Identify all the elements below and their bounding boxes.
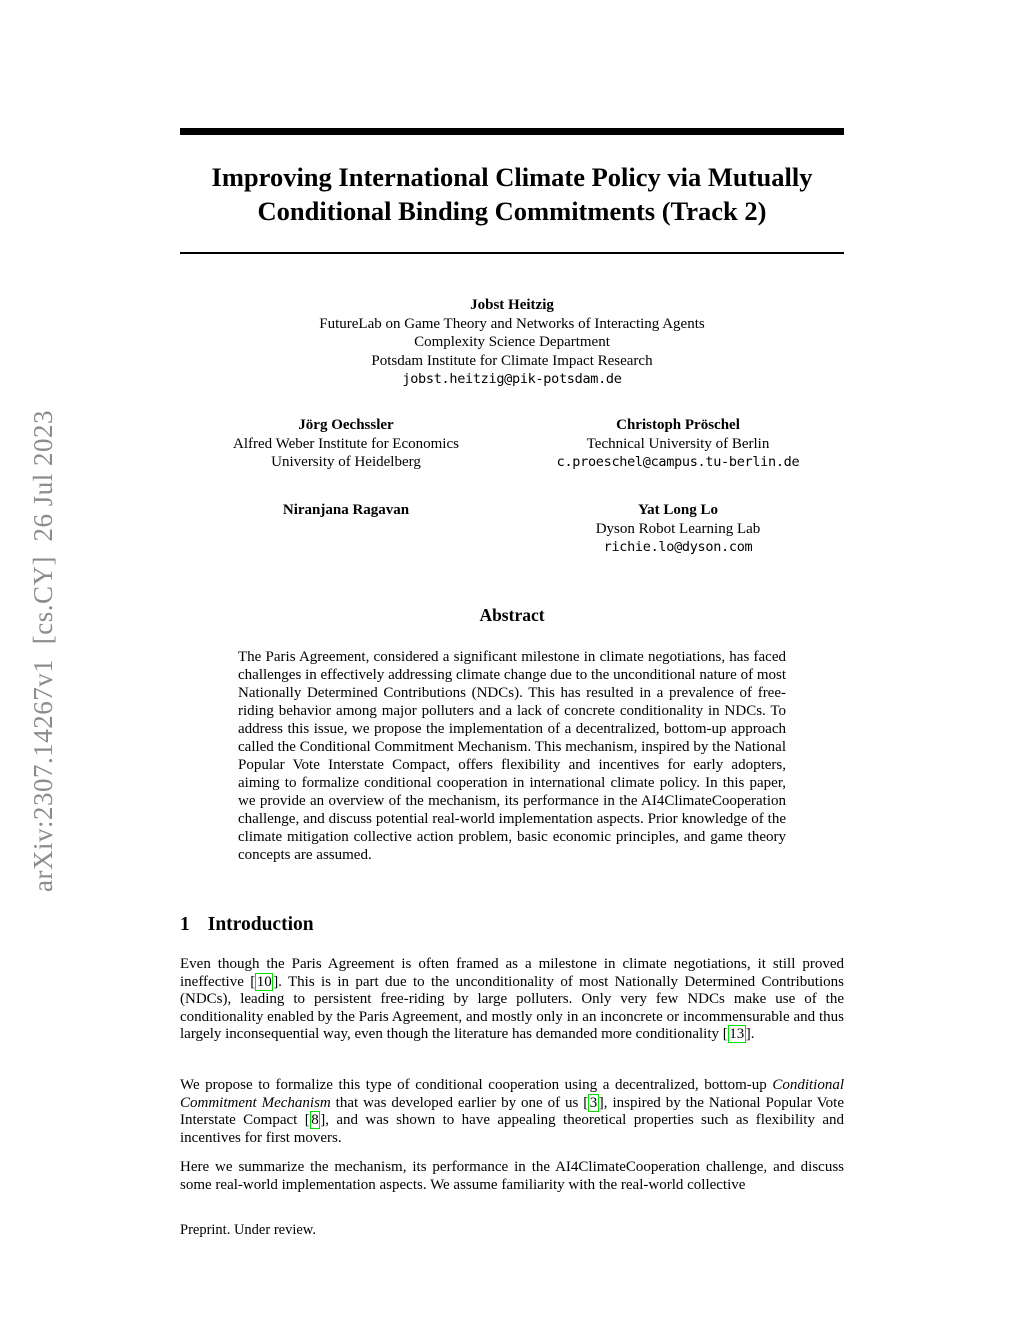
author-email: richie.lo@dyson.com bbox=[603, 539, 753, 556]
text-segment: Here we summarize the mechanism, its per… bbox=[180, 1159, 844, 1193]
author-block-jorg-oechssler: Jörg Oechssler Alfred Weber Institute fo… bbox=[180, 416, 512, 472]
abstract-heading: Abstract bbox=[479, 605, 545, 625]
author-affiliation: Complexity Science Department bbox=[414, 334, 610, 351]
text-segment: Even though the Paris Agreement is often… bbox=[180, 956, 844, 990]
author-affiliation: University of Heidelberg bbox=[271, 454, 421, 471]
author-name: Jobst Heitzig bbox=[470, 297, 554, 313]
citation-link[interactable]: 13 bbox=[727, 1025, 746, 1044]
authors-row-2: Jörg Oechssler Alfred Weber Institute fo… bbox=[180, 416, 844, 472]
text-segment: ], inspired by the National Popular Vote… bbox=[180, 1094, 844, 1129]
arxiv-identifier-watermark: arXiv:2307.14267v1 [cs.CY] 26 Jul 2023 bbox=[28, 410, 58, 892]
author-email: jobst.heitzig@pik-potsdam.de bbox=[402, 371, 622, 388]
author-affiliation: Alfred Weber Institute for Economics bbox=[233, 435, 459, 452]
title-bottom-rule bbox=[180, 252, 844, 254]
author-name: Christoph Pröschel bbox=[616, 417, 740, 433]
section-number: 1 bbox=[180, 914, 190, 935]
citation-link[interactable]: 8 bbox=[309, 1111, 321, 1130]
author-block-yat-long-lo: Yat Long Lo Dyson Robot Learning Lab ric… bbox=[512, 501, 844, 557]
text-segment: ]. bbox=[745, 1026, 755, 1043]
text-segment: We propose to formalize this type of con… bbox=[180, 1077, 773, 1093]
author-block-niranjana-ragavan: Niranjana Ragavan bbox=[180, 501, 512, 557]
intro-paragraph-1: Even though the Paris Agreement is often… bbox=[180, 956, 844, 1044]
text-segment: that was developed earlier by one of us … bbox=[330, 1094, 589, 1111]
paper-title: Improving International Climate Policy v… bbox=[211, 162, 813, 226]
section-title: Introduction bbox=[207, 914, 314, 935]
intro-paragraph-2: We propose to formalize this type of con… bbox=[180, 1077, 844, 1147]
author-affiliation: Dyson Robot Learning Lab bbox=[595, 520, 761, 537]
author-affiliation: Potsdam Institute for Climate Impact Res… bbox=[371, 352, 653, 369]
abstract-text: The Paris Agreement, considered a signif… bbox=[238, 649, 786, 863]
author-name: Jörg Oechssler bbox=[298, 417, 394, 433]
text-segment: ], and was shown to have appealing theor… bbox=[180, 1112, 844, 1146]
section-heading-introduction: 1 Introduction bbox=[180, 914, 844, 936]
text-segment: Conditional Commitment Mechanism bbox=[180, 1077, 844, 1111]
citation-link[interactable]: 10 bbox=[255, 972, 274, 991]
text-segment: ]. This is in part due to the unconditio… bbox=[180, 973, 844, 1043]
author-affiliation: Technical University of Berlin bbox=[586, 435, 770, 452]
paper-content-column: Improving International Climate Policy v… bbox=[180, 0, 844, 1325]
preprint-footer-note: Preprint. Under review. bbox=[180, 1222, 316, 1238]
author-name: Niranjana Ragavan bbox=[282, 502, 410, 518]
author-affiliation: FutureLab on Game Theory and Networks of… bbox=[319, 315, 705, 332]
author-block-christoph-proschel: Christoph Pröschel Technical University … bbox=[512, 416, 844, 472]
citation-link[interactable]: 3 bbox=[588, 1093, 599, 1112]
author-name: Yat Long Lo bbox=[637, 502, 719, 518]
intro-paragraph-3: Here we summarize the mechanism, its per… bbox=[180, 1159, 844, 1194]
authors-row-3: Niranjana Ragavan Yat Long Lo Dyson Robo… bbox=[180, 501, 844, 557]
author-block-jobst-heitzig: Jobst Heitzig FutureLab on Game Theory a… bbox=[180, 296, 844, 389]
author-email: c.proeschel@campus.tu-berlin.de bbox=[556, 454, 800, 471]
top-rule bbox=[180, 128, 844, 135]
